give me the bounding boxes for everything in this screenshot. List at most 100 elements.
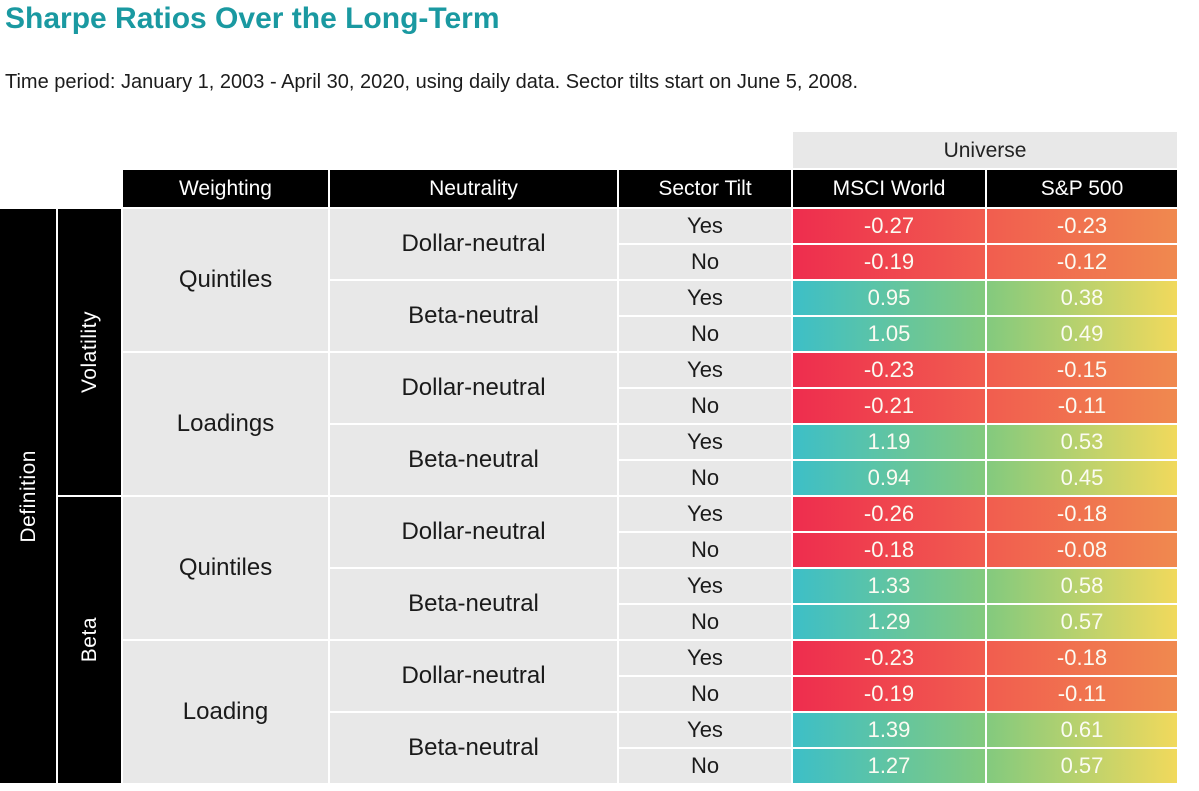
column-header-neutrality: Neutrality	[330, 170, 617, 207]
value-cell-sp500: -0.15	[987, 353, 1177, 387]
weighting-cell-text: Quintiles	[178, 266, 273, 293]
value-cell-msci-world-text: 1.27	[867, 753, 911, 778]
neutrality-cell: Beta-neutral	[330, 425, 617, 495]
sector-tilt-cell: Yes	[619, 281, 791, 315]
neutrality-cell-text: Beta-neutral	[408, 590, 539, 617]
value-cell-sp500: 0.58	[987, 569, 1177, 603]
value-cell-msci-world: 1.05	[793, 317, 985, 351]
value-cell-msci-world-text: 1.39	[867, 717, 911, 742]
sector-tilt-cell: No	[619, 389, 791, 423]
value-cell-sp500-text: -0.12	[1056, 249, 1108, 274]
value-cell-msci-world: -0.19	[793, 677, 985, 711]
weighting-cell-text: Loading	[182, 698, 269, 725]
value-cell-msci-world-text: -0.26	[863, 501, 915, 526]
sector-tilt-cell: No	[619, 605, 791, 639]
value-cell-msci-world-text: -0.23	[863, 357, 915, 382]
value-cell-msci-world-text: -0.21	[863, 393, 915, 418]
sector-tilt-cell-text: No	[690, 681, 720, 706]
value-cell-msci-world-text: 1.05	[867, 321, 911, 346]
neutrality-cell: Dollar-neutral	[330, 209, 617, 279]
value-cell-msci-world: 1.29	[793, 605, 985, 639]
sector-tilt-cell-text: Yes	[687, 357, 723, 382]
sector-tilt-cell-text: No	[690, 537, 720, 562]
sector-tilt-cell: Yes	[619, 569, 791, 603]
value-cell-msci-world: -0.26	[793, 497, 985, 531]
sector-tilt-cell-text: Yes	[687, 717, 723, 742]
value-cell-sp500-text: -0.11	[1057, 393, 1107, 418]
sector-tilt-cell-text: Yes	[687, 429, 723, 454]
value-cell-msci-world: 1.33	[793, 569, 985, 603]
sector-tilt-cell: Yes	[619, 353, 791, 387]
value-cell-sp500: -0.11	[987, 389, 1177, 423]
sector-tilt-cell: No	[619, 317, 791, 351]
value-cell-msci-world-text: 0.94	[867, 465, 911, 490]
sector-tilt-cell: Yes	[619, 497, 791, 531]
value-cell-sp500: -0.11	[987, 677, 1177, 711]
sector-tilt-cell: No	[619, 245, 791, 279]
value-cell-sp500-text: 0.53	[1060, 429, 1104, 454]
sector-tilt-cell-text: No	[690, 249, 720, 274]
value-cell-sp500-text: -0.18	[1056, 501, 1108, 526]
weighting-cell: Quintiles	[123, 497, 328, 639]
value-cell-sp500: 0.38	[987, 281, 1177, 315]
sector-tilt-cell-text: Yes	[687, 213, 723, 238]
value-cell-msci-world-text: -0.19	[863, 681, 915, 706]
sector-tilt-cell-text: No	[690, 753, 720, 778]
sector-tilt-cell: No	[619, 533, 791, 567]
value-cell-sp500: 0.61	[987, 713, 1177, 747]
value-cell-msci-world-text: 0.95	[867, 285, 911, 310]
page-title: Sharpe Ratios Over the Long-Term	[5, 2, 500, 35]
value-cell-sp500-text: -0.18	[1056, 645, 1108, 670]
sector-tilt-cell: Yes	[619, 641, 791, 675]
value-cell-sp500-text: 0.57	[1060, 753, 1104, 778]
value-cell-msci-world: 0.95	[793, 281, 985, 315]
weighting-cell: Quintiles	[123, 209, 328, 351]
value-cell-sp500-text: -0.23	[1056, 213, 1108, 238]
value-cell-sp500: -0.08	[987, 533, 1177, 567]
value-cell-msci-world-text: 1.29	[867, 609, 911, 634]
sector-tilt-cell-text: Yes	[687, 645, 723, 670]
sector-tilt-cell: Yes	[619, 425, 791, 459]
weighting-cell: Loading	[123, 641, 328, 783]
sector-tilt-cell-text: No	[690, 393, 720, 418]
value-cell-sp500: 0.49	[987, 317, 1177, 351]
value-cell-sp500-text: -0.08	[1056, 537, 1108, 562]
value-cell-sp500: 0.45	[987, 461, 1177, 495]
definition-axis-text: Definition	[16, 449, 40, 543]
value-cell-sp500-text: -0.15	[1056, 357, 1108, 382]
value-cell-sp500-text: 0.61	[1060, 717, 1104, 742]
neutrality-cell-text: Dollar-neutral	[401, 230, 546, 257]
value-cell-sp500: 0.57	[987, 749, 1177, 783]
sector-tilt-cell-text: No	[690, 321, 720, 346]
column-header-msci-world: MSCI World	[793, 170, 985, 207]
neutrality-cell: Dollar-neutral	[330, 497, 617, 567]
value-cell-sp500: 0.53	[987, 425, 1177, 459]
subtitle: Time period: January 1, 2003 - April 30,…	[5, 71, 859, 93]
value-cell-sp500-text: 0.58	[1060, 573, 1104, 598]
weighting-cell-text: Quintiles	[178, 554, 273, 581]
column-header-weighting: Weighting	[123, 170, 328, 207]
definition-axis-label: Definition	[0, 209, 56, 783]
sector-tilt-cell: No	[619, 677, 791, 711]
value-cell-msci-world: -0.19	[793, 245, 985, 279]
value-cell-sp500: -0.18	[987, 497, 1177, 531]
value-cell-msci-world: -0.27	[793, 209, 985, 243]
value-cell-sp500-text: 0.45	[1060, 465, 1104, 490]
sector-tilt-cell: Yes	[619, 713, 791, 747]
definition-group-label: Beta	[58, 497, 121, 783]
value-cell-sp500: -0.23	[987, 209, 1177, 243]
sector-tilt-cell-text: Yes	[687, 501, 723, 526]
neutrality-cell-text: Dollar-neutral	[401, 374, 546, 401]
value-cell-sp500: 0.57	[987, 605, 1177, 639]
value-cell-msci-world: 1.19	[793, 425, 985, 459]
value-cell-sp500: -0.18	[987, 641, 1177, 675]
value-cell-msci-world-text: 1.19	[867, 429, 911, 454]
value-cell-msci-world: 0.94	[793, 461, 985, 495]
universe-header: Universe	[793, 132, 1177, 168]
value-cell-msci-world: -0.23	[793, 353, 985, 387]
neutrality-cell: Beta-neutral	[330, 713, 617, 783]
value-cell-sp500: -0.12	[987, 245, 1177, 279]
value-cell-msci-world-text: -0.27	[863, 213, 915, 238]
value-cell-msci-world: 1.27	[793, 749, 985, 783]
weighting-cell: Loadings	[123, 353, 328, 495]
